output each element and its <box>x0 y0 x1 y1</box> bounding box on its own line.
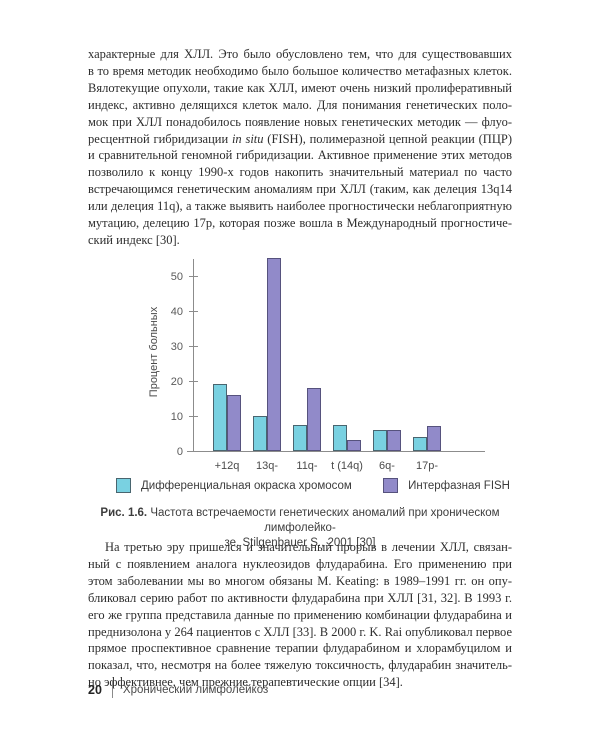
x-axis-line <box>187 451 485 452</box>
bar <box>227 394 241 451</box>
legend-item-fish: Интерфазная FISH <box>383 478 510 493</box>
x-axis-label: 17p- <box>415 460 439 472</box>
text-line: но эффективнее, чем прежние терапевтичес… <box>88 675 403 690</box>
legend-label: Интерфазная FISH <box>408 479 510 492</box>
x-axis-label: 11q- <box>296 460 318 472</box>
text-line: показал, что, несмотря на более тяжелую … <box>88 658 512 673</box>
figure-1-6: Процент больных 0 10 20 30 40 50 +12q 13q- 11q-… <box>88 250 512 551</box>
bar <box>333 424 347 451</box>
footer-divider <box>111 681 113 698</box>
chart-plot: 0 10 20 30 40 50 <box>171 252 485 458</box>
text-line: позволило к концу 1990-х годов накопить … <box>88 165 512 180</box>
text-line: Вялотекущие опухоли, такие как ХЛЛ, имею… <box>88 80 512 95</box>
figure-caption: Рис. 1.6. Частота встречаемости генетиче… <box>88 506 512 551</box>
page-footer: 20 Хронический лимфолейкоз <box>88 681 268 698</box>
chart-legend: Дифференциальная окраска хромосом Интерф… <box>88 478 512 493</box>
text-line: этом заболевании мы во многом обязаны M.… <box>88 573 512 588</box>
text-line: индекс, активно делящихся клеток мало. Д… <box>88 97 512 112</box>
y-tick <box>189 415 198 417</box>
paragraph-1: характерные для ХЛЛ. Это было обусловлен… <box>88 46 512 249</box>
text-line: мок при ХЛЛ понадобилось появление новых… <box>88 114 512 129</box>
y-tick <box>189 345 198 347</box>
text-line: ресцентной гибридизации in situ (FISH), … <box>88 131 512 146</box>
bar <box>293 424 307 451</box>
chart-bars <box>194 258 441 451</box>
x-axis-label: 6q- <box>379 460 395 472</box>
text-line: ный с появлением аналога нуклеозидов флу… <box>88 556 512 571</box>
bar <box>373 429 387 451</box>
text-line: ский индекс [30]. <box>88 232 180 247</box>
figure-caption-label: Рис. 1.6. <box>100 507 148 519</box>
y-tick-label: 20 <box>170 375 183 388</box>
x-axis-label: +12q <box>214 460 240 472</box>
bar <box>213 384 227 451</box>
y-tick-label: 40 <box>170 305 183 318</box>
bar <box>347 440 361 451</box>
bar-chart: Процент больных 0 10 20 30 40 50 +12q 13q- 11q-… <box>88 250 512 474</box>
text-line: в то время методик необходимо было больш… <box>88 63 512 78</box>
text-line: прямое проспективное сравнение терапии ф… <box>88 641 512 656</box>
x-axis-label: 13q- <box>255 460 279 472</box>
x-axis-label: t (14q) <box>331 460 363 472</box>
y-tick-label: 10 <box>170 410 183 423</box>
bar <box>307 387 321 451</box>
bar-group <box>293 387 321 451</box>
running-title: Хронический лимфолейкоз <box>122 683 269 696</box>
bar <box>413 436 427 451</box>
page-number: 20 <box>88 682 102 697</box>
legend-label: Дифференциальная окраска хромосом <box>141 479 352 492</box>
text-line: характерные для ХЛЛ. Это было обусловлен… <box>88 47 512 61</box>
text-line: бликовал серию работ по активности флуда… <box>88 590 512 605</box>
bar-group <box>213 384 241 451</box>
y-tick-label: 50 <box>170 270 183 283</box>
chart-xlabels: +12q 13q- 11q-t (14q) 6q- 17p- <box>194 460 441 472</box>
bar <box>267 258 281 451</box>
legend-swatch-purple <box>383 478 399 493</box>
text-line: его же группа представила данные по прим… <box>88 607 512 622</box>
text-line: или делеция 11q), а также выявить наибол… <box>88 199 512 214</box>
text-line: и сравнительной геномной гибридизации. А… <box>88 148 512 163</box>
bar-group <box>373 429 401 451</box>
y-tick <box>189 451 198 452</box>
figure-caption-source: зе. Stilgenbauer S., 2001 [30] <box>224 537 376 549</box>
text-line: преднизолона у 264 пациентов с ХЛЛ [33].… <box>88 624 512 639</box>
y-tick-label: 30 <box>170 340 183 353</box>
y-tick <box>189 310 198 312</box>
bar <box>387 429 401 451</box>
y-tick <box>189 380 198 382</box>
bar <box>253 415 267 451</box>
paragraph-2: На третью эру пришелся и значительный пр… <box>88 539 512 691</box>
y-axis-line <box>193 259 194 452</box>
text-line: мутацию, делецию 17p, которая позже вошл… <box>88 216 512 231</box>
bar-group <box>333 424 361 451</box>
bar-group <box>413 426 441 451</box>
bar-group <box>253 258 281 451</box>
y-tick-label: 0 <box>176 446 183 458</box>
legend-item-banding: Дифференциальная окраска хромосом <box>116 478 352 493</box>
text-line: встречающимся генетическим аномалиям при… <box>88 182 512 197</box>
legend-swatch-cyan <box>116 478 131 493</box>
figure-caption-text: Частота встречаемости генетических анома… <box>147 507 500 534</box>
y-tick <box>189 275 198 277</box>
bar <box>427 426 441 451</box>
text-line: На третью эру пришелся и значительный пр… <box>105 540 512 554</box>
